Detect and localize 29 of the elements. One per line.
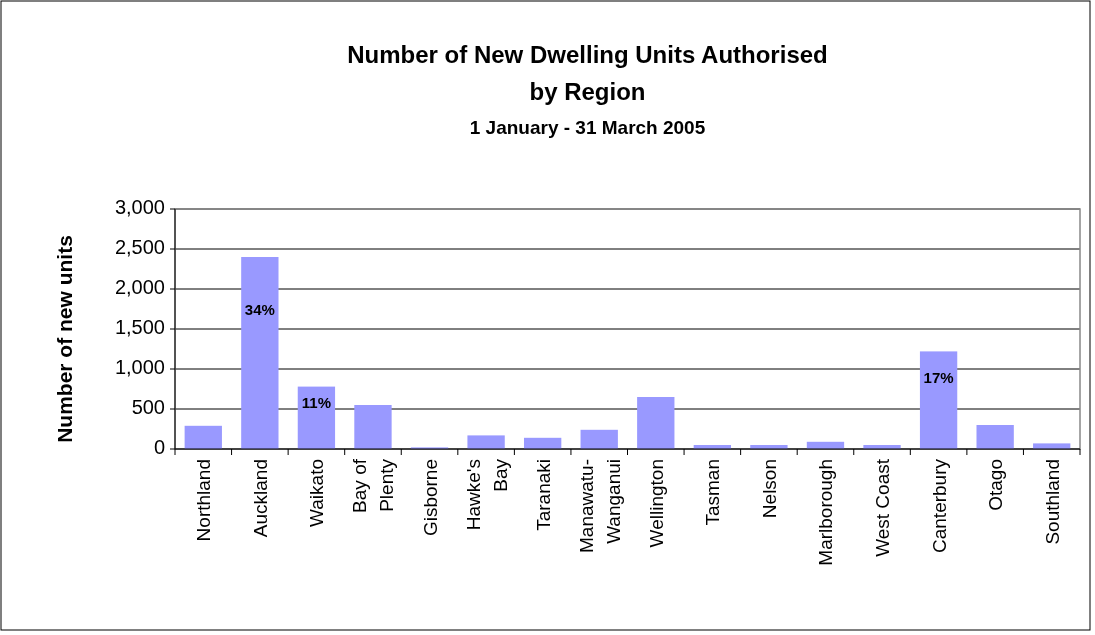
x-tick-label: Marlborough bbox=[815, 459, 837, 566]
x-tick-label: Southland bbox=[1041, 459, 1063, 545]
x-tick-label: Tasman bbox=[702, 459, 724, 526]
x-tick-label: Wellington bbox=[645, 459, 667, 548]
x-tick-label: Bay of Plenty bbox=[349, 458, 398, 513]
x-tick-label: Northland bbox=[193, 459, 215, 542]
x-tick-label: West Coast bbox=[872, 458, 894, 557]
chart-title: Number of New Dwelling Units Authorised by Region bbox=[347, 41, 828, 105]
y-axis-title: Number of new units bbox=[53, 235, 76, 443]
annotation: 11% bbox=[301, 394, 332, 412]
y-tick-label: 1,500 bbox=[114, 316, 165, 339]
y-tick-label: 2,000 bbox=[114, 276, 165, 299]
x-tick-label: Canterbury bbox=[928, 458, 950, 553]
y-tick-label: 500 bbox=[131, 396, 165, 419]
annotation: 17% bbox=[923, 368, 954, 386]
x-tick-label: Gisborne bbox=[419, 459, 441, 537]
chart-subtitle: 1 January - 31 March 2005 bbox=[469, 117, 706, 138]
x-tick-label: Hawke's Bay bbox=[462, 458, 511, 531]
x-tick-label: Nelson bbox=[758, 459, 780, 519]
y-tick-label: 2,500 bbox=[114, 236, 165, 259]
annotation: 34% bbox=[244, 300, 275, 318]
y-tick-label: 1,000 bbox=[114, 356, 165, 379]
y-tick-label: 0 bbox=[153, 436, 165, 459]
x-tick-label: Otago bbox=[985, 459, 1007, 511]
x-tick-label: Taranaki bbox=[532, 459, 554, 531]
x-tick-label: Manawatu-Wanganui bbox=[575, 459, 624, 553]
x-tick-label: Waikato bbox=[306, 459, 328, 527]
y-tick-label: 3,000 bbox=[114, 196, 165, 219]
x-tick-label: Auckland bbox=[249, 459, 271, 538]
